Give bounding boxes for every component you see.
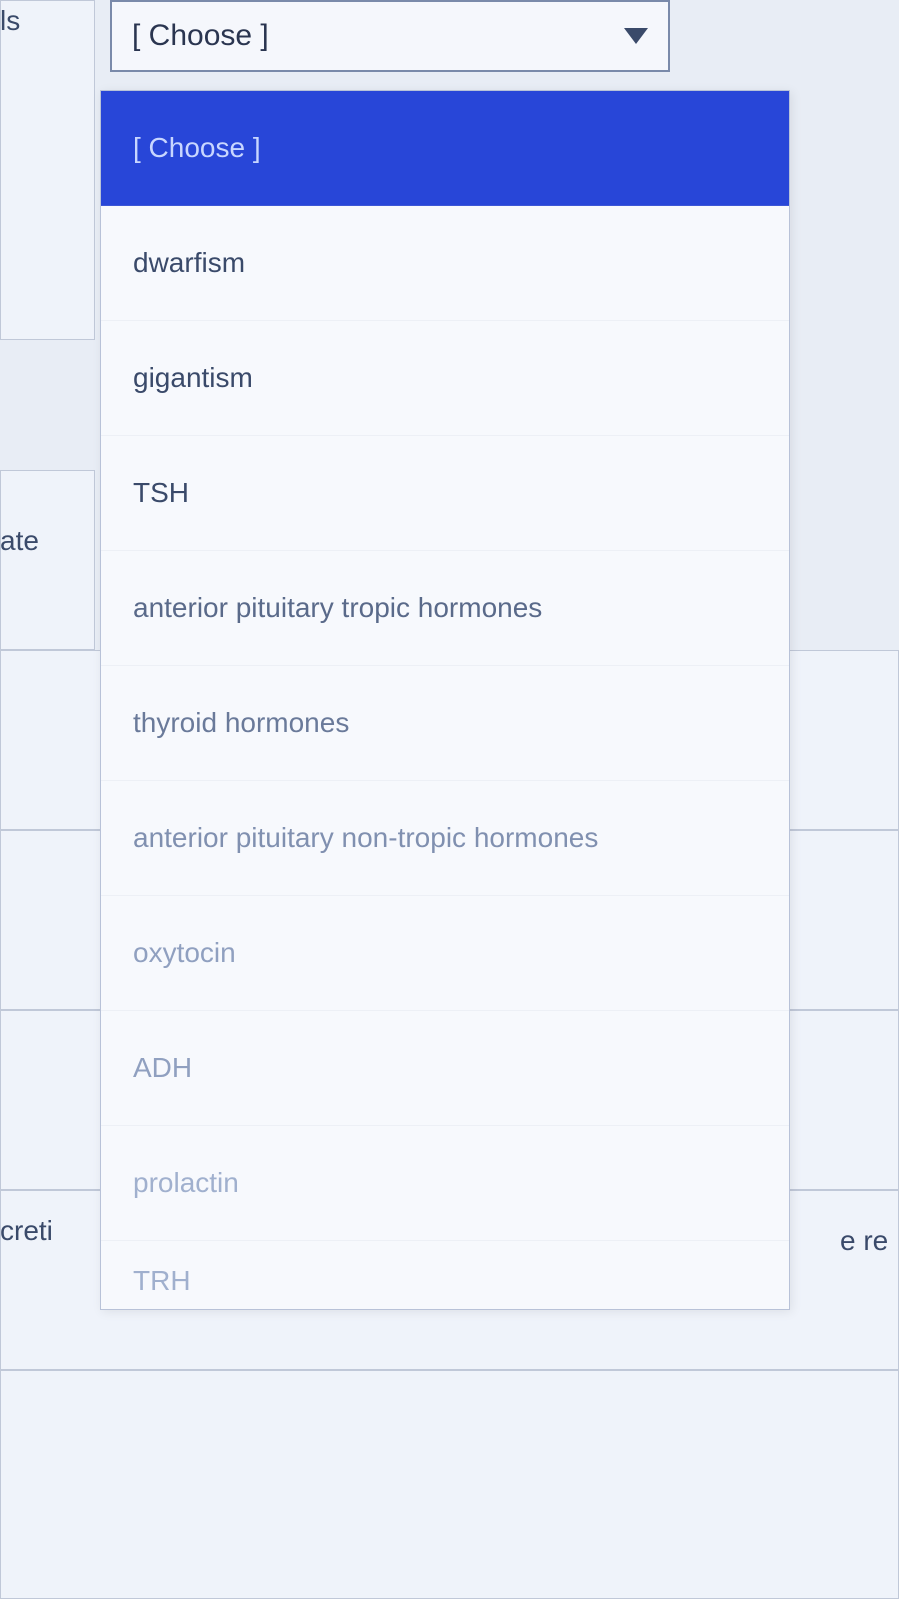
bg-row-label: ate [0, 525, 39, 557]
bg-row-label: ls [0, 5, 20, 37]
option-label: TRH [133, 1265, 191, 1297]
chevron-down-icon [624, 28, 648, 44]
option-label: ADH [133, 1052, 192, 1084]
dropdown-panel: [ Choose ] dwarfism gigantism TSH anteri… [100, 90, 790, 1310]
option-label: TSH [133, 477, 189, 509]
bg-row-label: e re [840, 1225, 888, 1257]
option-label: oxytocin [133, 937, 236, 969]
bg-cell [0, 1370, 899, 1599]
dropdown-option-placeholder[interactable]: [ Choose ] [101, 91, 789, 206]
option-label: anterior pituitary non-tropic hormones [133, 822, 598, 854]
bg-cell [0, 470, 95, 650]
select-dropdown-trigger[interactable]: [ Choose ] [110, 0, 670, 72]
bg-cell [0, 0, 95, 340]
dropdown-option-adh[interactable]: ADH [101, 1011, 789, 1126]
option-label: thyroid hormones [133, 707, 349, 739]
dropdown-option-trh[interactable]: TRH [101, 1241, 789, 1310]
option-label: [ Choose ] [133, 132, 261, 164]
dropdown-option-anterior-pituitary-tropic[interactable]: anterior pituitary tropic hormones [101, 551, 789, 666]
dropdown-option-prolactin[interactable]: prolactin [101, 1126, 789, 1241]
dropdown-option-oxytocin[interactable]: oxytocin [101, 896, 789, 1011]
option-label: dwarfism [133, 247, 245, 279]
option-label: gigantism [133, 362, 253, 394]
dropdown-option-tsh[interactable]: TSH [101, 436, 789, 551]
dropdown-option-gigantism[interactable]: gigantism [101, 321, 789, 436]
select-placeholder: [ Choose ] [132, 19, 269, 53]
option-label: prolactin [133, 1167, 239, 1199]
dropdown-option-anterior-pituitary-non-tropic[interactable]: anterior pituitary non-tropic hormones [101, 781, 789, 896]
dropdown-option-thyroid-hormones[interactable]: thyroid hormones [101, 666, 789, 781]
dropdown-option-dwarfism[interactable]: dwarfism [101, 206, 789, 321]
bg-row-label: creti [0, 1215, 53, 1247]
option-label: anterior pituitary tropic hormones [133, 592, 542, 624]
